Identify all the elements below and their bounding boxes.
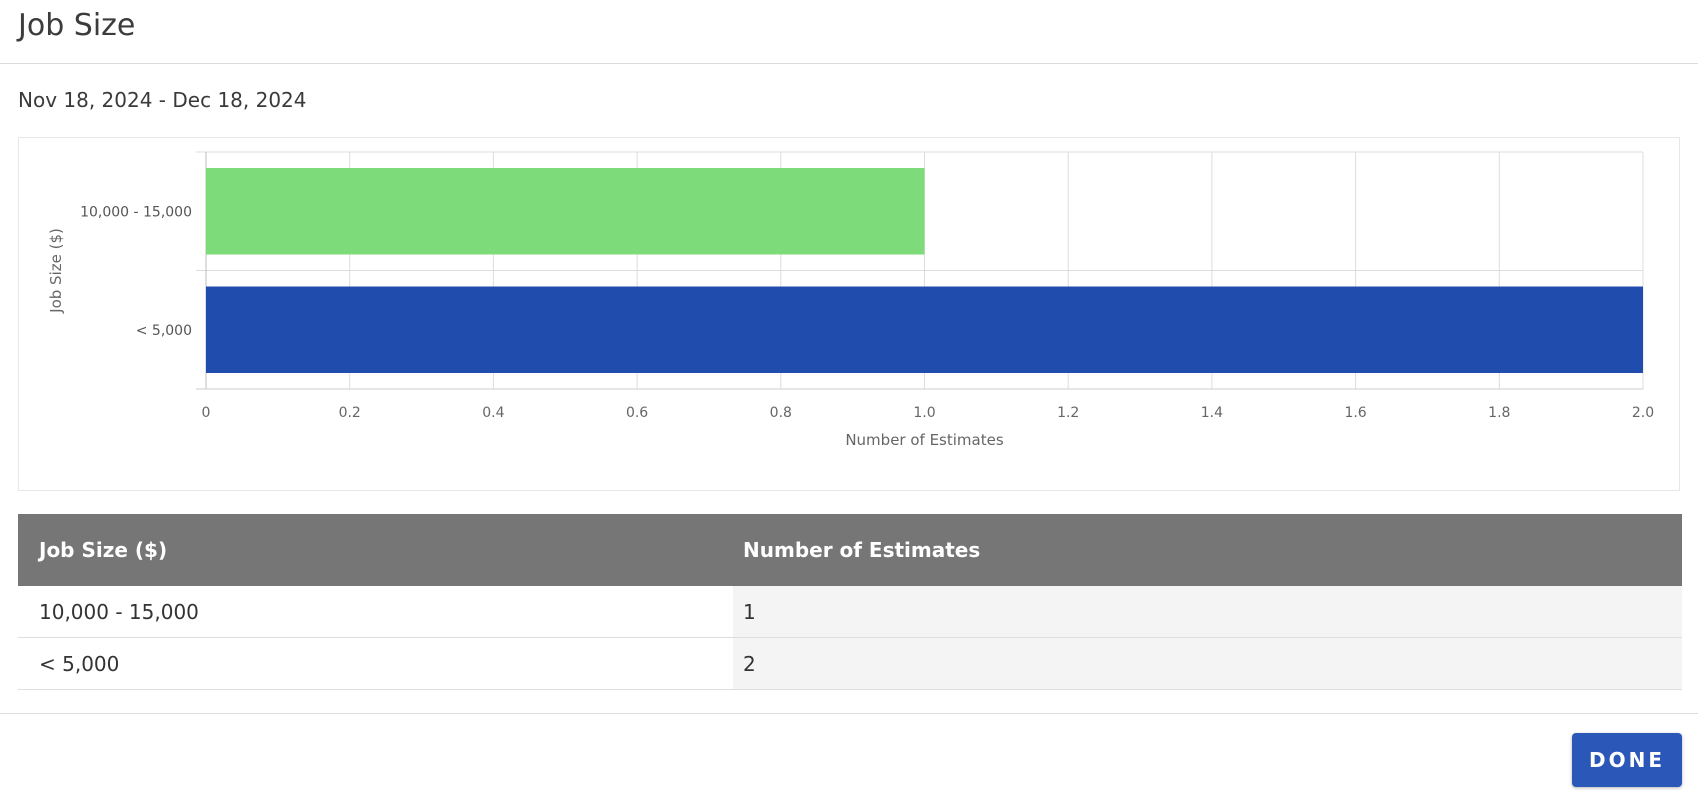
- x-axis-title: Number of Estimates: [845, 431, 1004, 449]
- table-cell-count: 1: [733, 586, 1682, 638]
- bar: [206, 286, 1643, 373]
- column-header-number-of-estimates[interactable]: Number of Estimates: [733, 514, 1682, 586]
- table-row: < 5,000 2: [18, 637, 1682, 690]
- x-tick-label: 1.8: [1488, 405, 1510, 421]
- y-tick-label: 10,000 - 15,000: [80, 204, 192, 220]
- table-cell-job-size: < 5,000: [18, 637, 733, 690]
- column-header-job-size[interactable]: Job Size ($): [18, 514, 733, 586]
- x-tick-label: 1.4: [1201, 405, 1223, 421]
- chart-svg: 0 0.2 0.4 0.6 0.8 1.0 1.2 1.4 1.6 1.8 2.0 10,000 - …: [47, 151, 1654, 449]
- done-button[interactable]: DONE: [1572, 733, 1682, 787]
- x-tick-label: 2.0: [1632, 405, 1654, 421]
- x-tick-label: 1.6: [1344, 405, 1366, 421]
- table-header-row: Job Size ($) Number of Estimates: [18, 514, 1682, 586]
- y-tick-label: < 5,000: [136, 323, 192, 339]
- x-tick-label: 1.0: [913, 405, 935, 421]
- job-size-table: Job Size ($) Number of Estimates 10,000 …: [18, 514, 1682, 690]
- table-row: 10,000 - 15,000 1: [18, 586, 1682, 638]
- dialog-header: Job Size: [0, 0, 1698, 64]
- x-tick-label: 0.4: [482, 405, 504, 421]
- job-size-chart: 0 0.2 0.4 0.6 0.8 1.0 1.2 1.4 1.6 1.8 2.0 10,000 - …: [18, 137, 1680, 491]
- y-axis-title: Job Size ($): [47, 228, 65, 314]
- bar: [206, 168, 925, 255]
- x-tick-label: 0.2: [339, 405, 361, 421]
- table-cell-count: 2: [733, 637, 1682, 690]
- x-tick-label: 0: [202, 405, 211, 421]
- x-tick-label: 0.6: [626, 405, 648, 421]
- x-tick-label: 0.8: [770, 405, 792, 421]
- date-range: Nov 18, 2024 - Dec 18, 2024: [18, 88, 307, 112]
- table-cell-job-size: 10,000 - 15,000: [18, 586, 733, 638]
- footer-divider: [0, 713, 1698, 714]
- x-tick-label: 1.2: [1057, 405, 1079, 421]
- dialog-title: Job Size: [18, 8, 136, 43]
